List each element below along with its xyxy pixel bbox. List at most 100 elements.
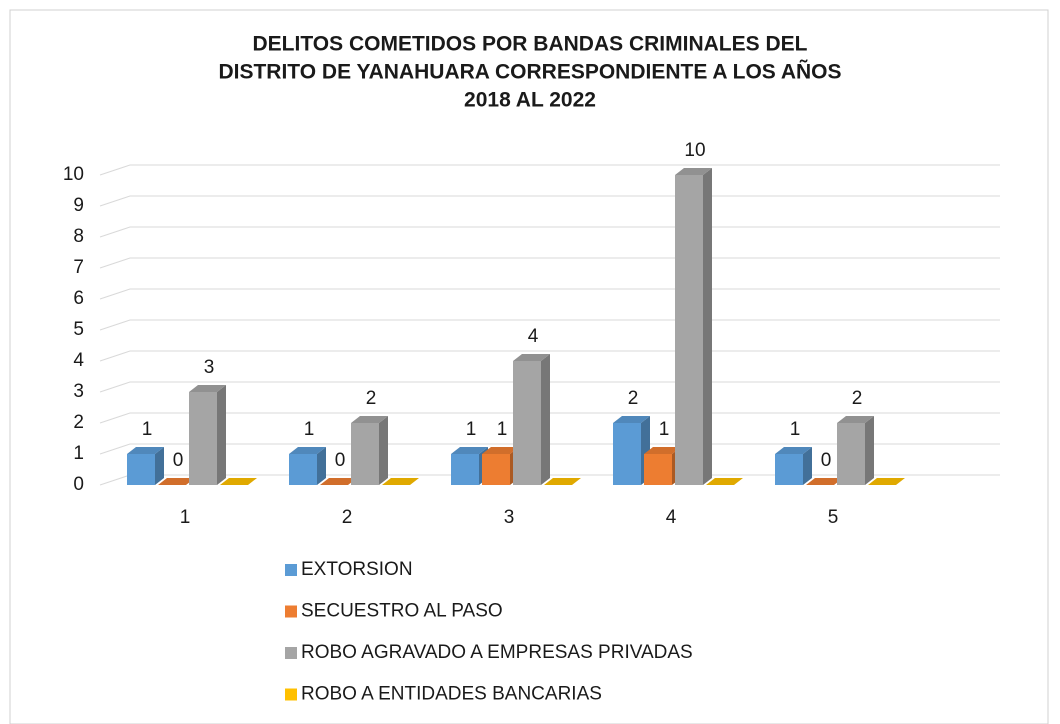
- bar-top: [451, 447, 488, 454]
- data-label: 2: [852, 388, 863, 409]
- bar-top: [289, 447, 326, 454]
- bar-top: [806, 478, 843, 485]
- legend-swatch: [285, 647, 297, 659]
- x-tick-label: 2: [342, 507, 353, 528]
- legend-label: ROBO AGRAVADO A EMPRESAS PRIVADAS: [301, 642, 693, 663]
- x-tick-label: 5: [828, 507, 839, 528]
- legend-label: ROBO A ENTIDADES BANCARIAS: [301, 684, 602, 705]
- bar-front: [613, 423, 641, 485]
- bar-top: [158, 478, 195, 485]
- bar-top: [837, 416, 874, 423]
- bar: [220, 478, 257, 485]
- chart-title: DELITOS COMETIDOS POR BANDAS CRIMINALES …: [253, 33, 808, 56]
- y-tick-label: 9: [73, 195, 84, 216]
- bar-top: [644, 447, 681, 454]
- data-label: 3: [204, 357, 215, 378]
- bar-top: [127, 447, 164, 454]
- legend-swatch: [285, 564, 297, 576]
- chart-title: 2018 AL 2022: [464, 89, 596, 112]
- y-tick-label: 10: [63, 164, 84, 185]
- bar-side: [803, 447, 812, 485]
- bar-top: [320, 478, 357, 485]
- bar-front: [482, 454, 510, 485]
- bar-front: [513, 361, 541, 485]
- data-label: 0: [173, 450, 184, 471]
- bar-side: [317, 447, 326, 485]
- bar: [382, 478, 419, 485]
- data-label: 10: [684, 140, 705, 161]
- bar-side: [217, 385, 226, 485]
- bar: [706, 478, 743, 485]
- data-label: 1: [142, 419, 153, 440]
- bar-side: [379, 416, 388, 485]
- grid-line: [99, 164, 1000, 176]
- bar: [806, 478, 843, 485]
- bar-front: [127, 454, 155, 485]
- bar-side: [541, 354, 550, 485]
- bar: [189, 385, 226, 485]
- y-tick-label: 6: [73, 288, 84, 309]
- legend-swatch: [285, 605, 297, 618]
- bar-top: [382, 478, 419, 485]
- chart-title: DISTRITO DE YANAHUARA CORRESPONDIENTE A …: [218, 61, 841, 84]
- legend-label: SECUESTRO AL PASO: [301, 601, 503, 622]
- x-tick-label: 4: [666, 507, 677, 528]
- bar-front: [289, 454, 317, 485]
- data-label: 2: [628, 388, 639, 409]
- bar: [158, 478, 195, 485]
- bar-top: [675, 168, 712, 175]
- data-label: 4: [528, 326, 539, 347]
- y-tick-label: 2: [73, 412, 84, 433]
- y-tick-label: 4: [73, 350, 84, 371]
- bar-side: [865, 416, 874, 485]
- bar: [289, 447, 326, 485]
- bar: [544, 478, 581, 485]
- bar-side: [155, 447, 164, 485]
- bar-top: [220, 478, 257, 485]
- bar: [127, 447, 164, 485]
- bar-top: [706, 478, 743, 485]
- y-tick-label: 3: [73, 381, 84, 402]
- y-tick-label: 0: [73, 474, 84, 495]
- x-tick-label: 3: [504, 507, 515, 528]
- legend-label: EXTORSION: [301, 559, 413, 580]
- data-label: 0: [335, 450, 346, 471]
- x-tick-label: 1: [180, 507, 191, 528]
- bar-side: [703, 168, 712, 485]
- data-label: 1: [659, 419, 670, 440]
- y-tick-label: 1: [73, 443, 84, 464]
- bar-top: [482, 447, 519, 454]
- bar-front: [675, 175, 703, 485]
- data-label: 1: [304, 419, 315, 440]
- bar-top: [544, 478, 581, 485]
- data-label: 1: [790, 419, 801, 440]
- bar-front: [351, 423, 379, 485]
- data-label: 1: [497, 419, 508, 440]
- data-label: 1: [466, 419, 477, 440]
- bar: [675, 168, 712, 485]
- bar-front: [189, 392, 217, 485]
- data-label: 0: [821, 450, 832, 471]
- bar-top: [613, 416, 650, 423]
- y-tick-label: 8: [73, 226, 84, 247]
- bar-top: [189, 385, 226, 392]
- bar-front: [451, 454, 479, 485]
- bar: [320, 478, 357, 485]
- data-label: 2: [366, 388, 377, 409]
- bar-top: [775, 447, 812, 454]
- bar-top: [513, 354, 550, 361]
- bar: [868, 478, 905, 485]
- bar-top: [868, 478, 905, 485]
- bar-front: [775, 454, 803, 485]
- bar: [775, 447, 812, 485]
- y-tick-label: 5: [73, 319, 84, 340]
- bar-front: [644, 454, 672, 485]
- bar: [513, 354, 550, 485]
- legend-swatch: [285, 688, 297, 701]
- bar-front: [837, 423, 865, 485]
- bar: [351, 416, 388, 485]
- bar-top: [351, 416, 388, 423]
- y-tick-label: 7: [73, 257, 84, 278]
- bar: [837, 416, 874, 485]
